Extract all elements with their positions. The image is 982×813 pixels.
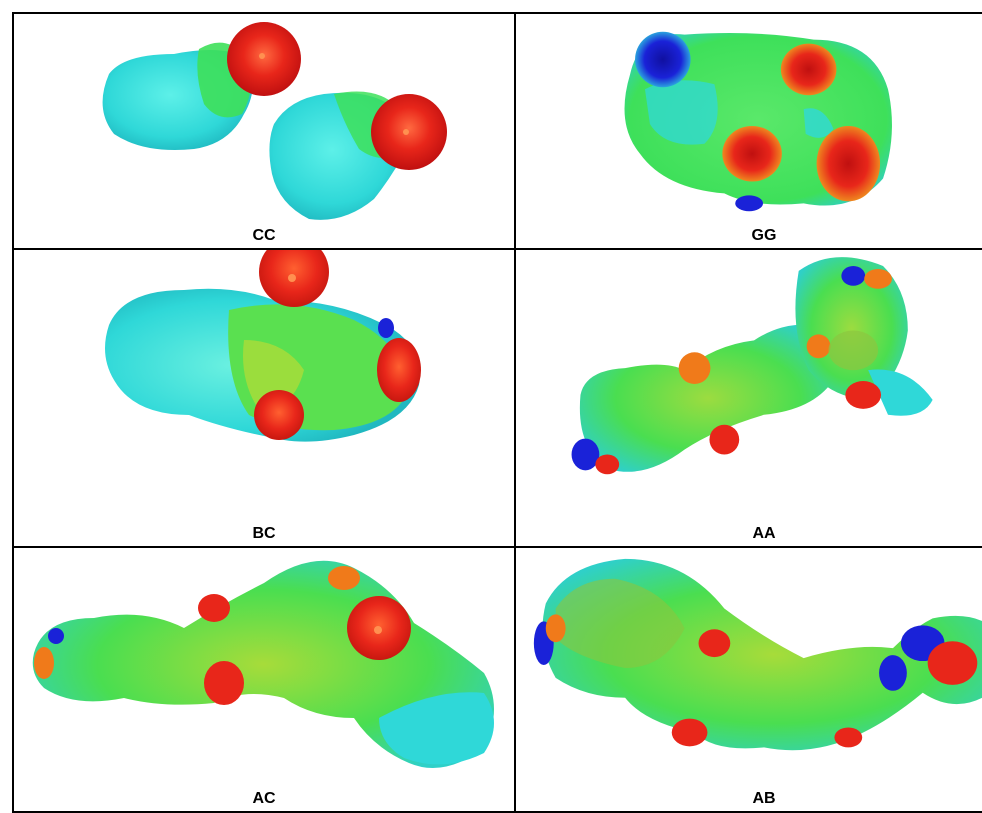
molecule-cc-right: [269, 91, 447, 220]
label-ac: AC: [252, 790, 276, 807]
label-cc: CC: [252, 227, 276, 244]
molecule-aa: [571, 257, 933, 475]
cell-ac: AC: [12, 546, 516, 813]
molecule-grid: CC: [12, 12, 982, 813]
cell-ab: AB: [514, 546, 982, 813]
cell-aa: AA: [514, 248, 982, 548]
molecule-cc-left: [102, 22, 301, 150]
molecule-bc: [105, 251, 421, 442]
molecule-gg: [624, 31, 892, 212]
label-aa: AA: [752, 525, 776, 542]
cell-bc: BC: [12, 248, 516, 548]
cell-gg: GG: [514, 12, 982, 250]
molecule-ab: [533, 558, 982, 751]
label-gg: GG: [751, 227, 777, 244]
molecule-ac: [32, 560, 494, 768]
label-ab: AB: [752, 790, 776, 807]
cell-cc: CC: [12, 12, 516, 250]
label-bc: BC: [252, 525, 276, 542]
molecule-cc: [102, 22, 447, 220]
